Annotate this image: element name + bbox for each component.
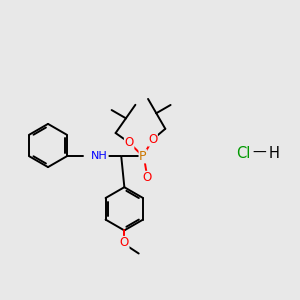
Text: O: O [124, 136, 134, 149]
Text: O: O [148, 133, 157, 146]
Text: Cl: Cl [236, 146, 250, 160]
Text: —: — [253, 146, 266, 160]
Text: O: O [120, 236, 129, 250]
Text: P: P [139, 150, 147, 163]
Text: O: O [143, 171, 152, 184]
Text: NH: NH [91, 151, 108, 161]
Text: H: H [269, 146, 280, 160]
